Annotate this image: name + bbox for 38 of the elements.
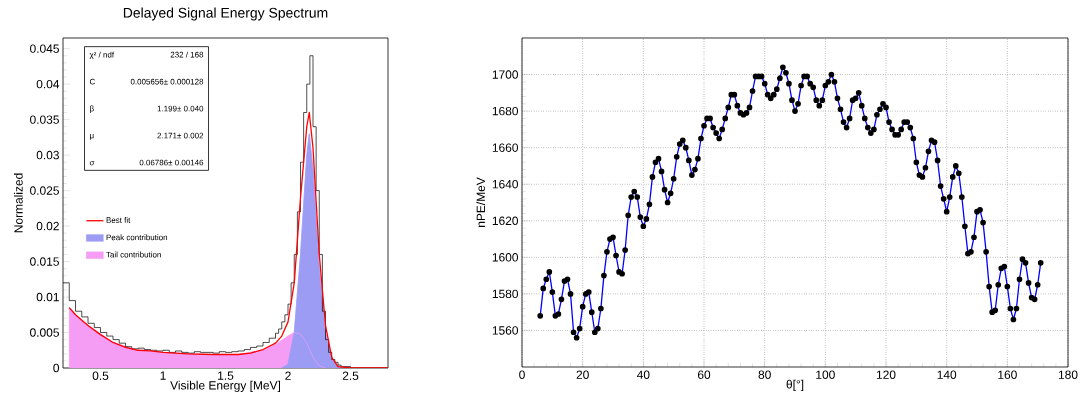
- y-tick-label: 1560: [492, 326, 519, 335]
- y-tick-label: 0.045: [30, 44, 59, 53]
- x-tick-label: 80: [758, 370, 771, 379]
- chart-title: Delayed Signal Energy Spectrum: [123, 7, 328, 21]
- x-axis-title: Visible Energy [MeV]: [170, 380, 280, 392]
- y-tick-label: 1700: [492, 70, 519, 79]
- y-tick-label: 0.005: [30, 328, 59, 337]
- y-axis-title: Normalized: [13, 173, 23, 233]
- y-axis-title: nPE/MeV: [476, 177, 486, 227]
- y-tick-label: 1580: [492, 289, 519, 299]
- y-tick-label: 0.04: [36, 79, 60, 89]
- x-tick-label: 40: [636, 370, 650, 379]
- x-tick-label: 20: [576, 370, 589, 379]
- y-tick-label: 1680: [492, 106, 519, 116]
- x-tick-label: 120: [876, 370, 896, 379]
- x-tick-label: 0.5: [92, 371, 109, 380]
- line-series: [68, 111, 388, 368]
- x-tick-label: 2.5: [342, 371, 359, 380]
- x-axis-title: θ[°]: [786, 379, 804, 391]
- y-tick-label: 1620: [492, 216, 519, 225]
- y-tick-label: 0.025: [30, 186, 59, 195]
- x-tick-label: 1.5: [218, 371, 234, 380]
- x-tick-label: 140: [937, 370, 957, 379]
- y-tick-label: 0.01: [36, 292, 59, 302]
- y-tick-label: 0.02: [36, 221, 59, 231]
- y-tick-label: 0.015: [30, 257, 59, 266]
- y-tick-label: 0.035: [30, 115, 59, 124]
- x-tick-label: 1: [160, 371, 166, 380]
- y-tick-label: 1640: [492, 179, 519, 189]
- x-tick-label: 0: [519, 370, 525, 379]
- x-tick-label: 60: [697, 370, 711, 379]
- x-tick-label: 100: [816, 370, 835, 379]
- x-tick-label: 2: [285, 371, 291, 380]
- y-tick-label: 0.03: [36, 150, 59, 160]
- x-tick-label: 180: [1058, 370, 1078, 379]
- y-tick-label: 1660: [492, 143, 519, 152]
- y-tick-label: 1600: [492, 253, 519, 262]
- x-tick-label: 160: [998, 370, 1017, 379]
